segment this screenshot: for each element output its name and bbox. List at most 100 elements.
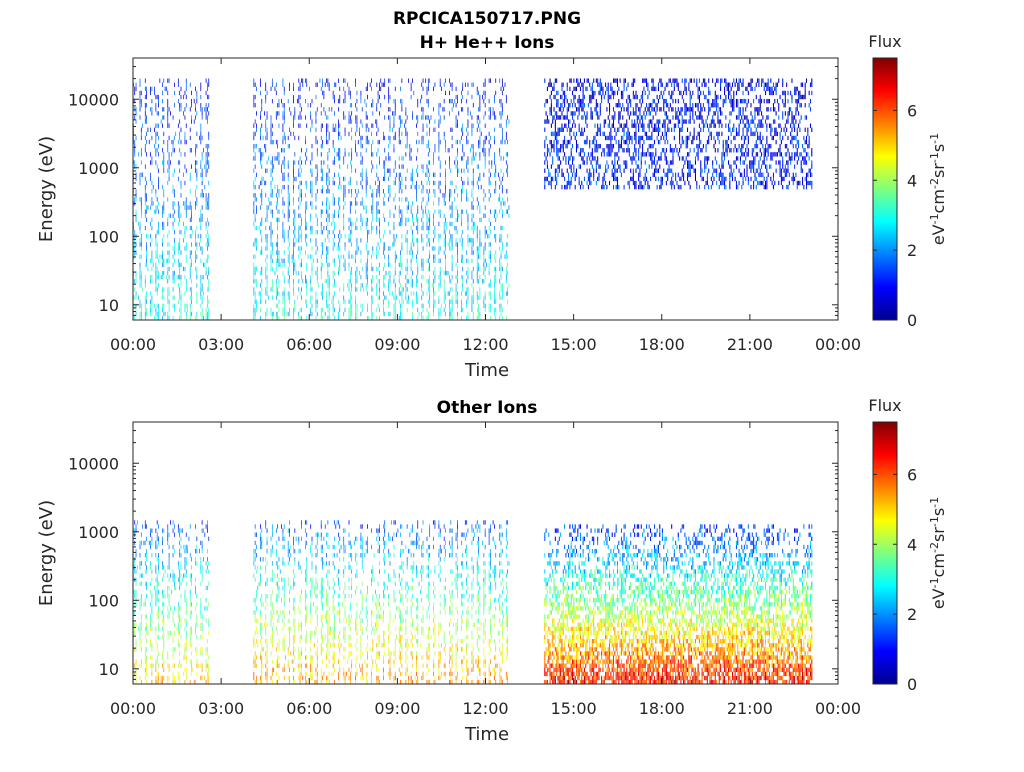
heatmap-cell (466, 270, 468, 276)
heatmap-cell (320, 221, 322, 227)
heatmap-cell (495, 299, 497, 304)
heatmap-cell (614, 78, 616, 83)
heatmap-cell (590, 180, 592, 186)
heatmap-cell (365, 135, 367, 141)
heatmap-cell (398, 189, 400, 194)
heatmap-cell (692, 90, 694, 96)
heatmap-cell (499, 184, 501, 190)
heatmap-cell (351, 103, 353, 108)
heatmap-cell (561, 127, 563, 132)
heatmap-cell (562, 172, 564, 178)
heatmap-cell (449, 197, 450, 202)
heatmap-cell (138, 152, 140, 157)
heatmap-cell (412, 283, 413, 288)
heatmap-cell (451, 258, 453, 263)
heatmap-cell (392, 242, 394, 247)
heatmap-cell (647, 123, 649, 128)
heatmap-cell (545, 98, 547, 104)
heatmap-cell (611, 168, 613, 173)
heatmap-cell (495, 266, 497, 272)
heatmap-cell (389, 193, 391, 198)
heatmap-cell (494, 266, 495, 272)
heatmap-cell (685, 86, 687, 92)
heatmap-cell (590, 172, 592, 178)
heatmap-cell (422, 197, 424, 202)
heatmap-cell (574, 111, 576, 116)
heatmap-cell (270, 184, 272, 190)
heatmap-cell (316, 311, 318, 317)
heatmap-cell (429, 250, 431, 255)
heatmap-cell (716, 168, 718, 173)
heatmap-cell (665, 148, 667, 153)
heatmap-cell (306, 148, 308, 153)
heatmap-cell (278, 98, 280, 104)
heatmap-cell (134, 152, 136, 157)
heatmap-cell (494, 94, 495, 100)
heatmap-cell (162, 82, 163, 87)
heatmap-cell (616, 184, 619, 190)
heatmap-cell (355, 148, 357, 153)
heatmap-cell (376, 225, 378, 231)
heatmap-cell (355, 295, 357, 300)
heatmap-cell (282, 139, 284, 145)
heatmap-cell (265, 193, 267, 198)
heatmap-cell (483, 139, 485, 145)
heatmap-cell (156, 246, 158, 251)
heatmap-cell (311, 287, 313, 292)
heatmap-cell (570, 148, 572, 153)
heatmap-cell (667, 115, 669, 120)
heatmap-cell (283, 131, 285, 137)
heatmap-cell (376, 315, 378, 320)
heatmap-cell (675, 143, 677, 149)
heatmap-cell (443, 242, 445, 247)
heatmap-cell (140, 90, 142, 96)
heatmap-cell (147, 266, 149, 272)
heatmap-cell (421, 287, 423, 292)
heatmap-cell (348, 86, 350, 92)
heatmap-cell (261, 266, 263, 272)
heatmap-cell (356, 315, 358, 320)
heatmap-cell (553, 131, 555, 137)
heatmap-cell (177, 283, 179, 288)
heatmap-cell (343, 287, 345, 292)
heatmap-cell (653, 86, 656, 92)
heatmap-cell (669, 180, 671, 186)
heatmap-cell (501, 139, 503, 145)
heatmap-cell (163, 225, 165, 231)
heatmap-cell (207, 246, 208, 251)
heatmap-cell (196, 94, 198, 100)
heatmap-cell (158, 274, 159, 280)
heatmap-cell (393, 123, 395, 128)
heatmap-cell (697, 90, 699, 96)
heatmap-cell (653, 172, 656, 178)
heatmap-cell (557, 164, 559, 169)
heatmap-cell (426, 180, 428, 186)
heatmap-cell (371, 279, 372, 284)
heatmap-cell (260, 193, 261, 198)
heatmap-cell (450, 127, 452, 132)
heatmap-cell (494, 307, 495, 313)
heatmap-cell (379, 156, 380, 161)
heatmap-cell (349, 119, 351, 124)
heatmap-cell (628, 98, 630, 104)
heatmap-cell (700, 107, 702, 112)
heatmap-cell (589, 176, 591, 182)
heatmap-cell (304, 160, 306, 165)
heatmap-cell (277, 225, 279, 231)
heatmap-cell (438, 287, 440, 292)
heatmap-cell (443, 193, 445, 198)
heatmap-cell (351, 164, 353, 169)
heatmap-cell (400, 291, 401, 296)
heatmap-cell (717, 111, 719, 116)
heatmap-cell (343, 299, 345, 304)
heatmap-cell (450, 205, 452, 210)
heatmap-cell (167, 311, 169, 317)
heatmap-cell (254, 291, 256, 296)
heatmap-cell (672, 90, 674, 96)
heatmap-cell (556, 111, 558, 116)
heatmap-cell (657, 127, 659, 132)
heatmap-cell (155, 94, 157, 100)
heatmap-cell (583, 127, 585, 132)
heatmap-cell (361, 307, 363, 313)
heatmap-cell (594, 123, 596, 128)
